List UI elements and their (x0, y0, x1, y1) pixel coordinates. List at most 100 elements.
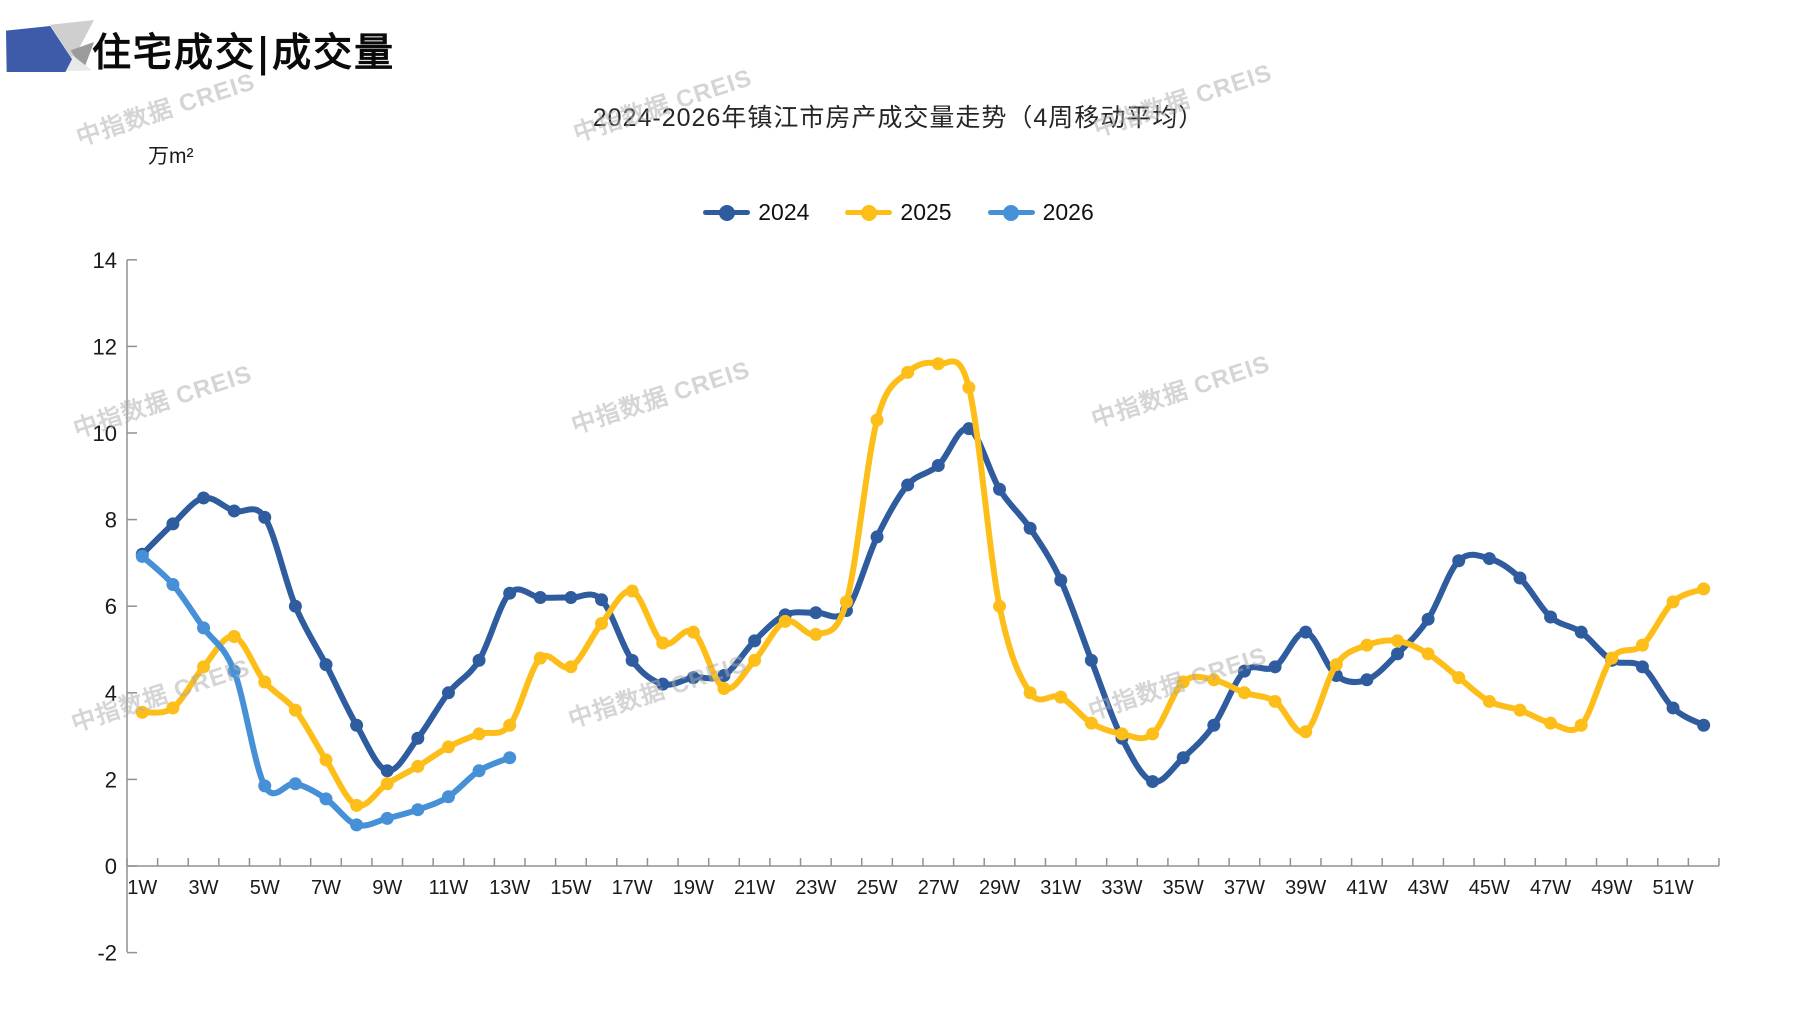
data-point-2025 (319, 753, 333, 767)
data-point-2024 (319, 658, 333, 672)
data-point-2025 (1452, 671, 1466, 685)
data-point-2026 (166, 578, 180, 592)
legend-swatch-icon (845, 204, 893, 221)
legend-label: 2026 (1042, 199, 1094, 225)
x-tick-label: 43W (1408, 877, 1449, 899)
x-tick-label: 21W (734, 877, 775, 899)
data-point-2024 (809, 606, 823, 620)
data-point-2024 (1513, 571, 1527, 585)
data-point-2025 (441, 740, 455, 754)
x-tick-label: 29W (979, 877, 1020, 899)
data-point-2026 (472, 764, 486, 778)
data-point-2024 (1299, 625, 1313, 639)
page-title: 住宅成交|成交量 (92, 30, 396, 76)
data-point-2025 (1176, 675, 1190, 689)
legend-marker-dot-icon (1003, 204, 1020, 221)
data-point-2025 (1084, 716, 1098, 730)
data-point-2025 (901, 365, 915, 379)
data-point-2024 (533, 591, 547, 605)
data-point-2026 (503, 751, 517, 765)
data-point-2026 (350, 818, 364, 832)
data-point-2024 (748, 634, 762, 648)
y-axis-unit-label: 万m² (148, 145, 194, 168)
data-point-2025 (1329, 658, 1343, 672)
data-point-2024 (197, 491, 211, 505)
data-point-2026 (441, 790, 455, 804)
legend-item-2026: 2026 (987, 199, 1094, 226)
legend-swatch-icon (987, 204, 1035, 221)
data-point-2025 (1391, 634, 1405, 648)
data-point-2024 (1176, 751, 1190, 765)
x-tick-label: 41W (1346, 877, 1387, 899)
x-tick-label: 45W (1469, 877, 1510, 899)
data-point-2024 (288, 599, 302, 613)
x-tick-label: 19W (673, 877, 714, 899)
axes (126, 259, 1720, 954)
x-tick-label: 11W (429, 877, 469, 899)
legend-label: 2024 (758, 199, 810, 225)
x-tick-label: 27W (918, 877, 959, 899)
legend-swatch-icon (703, 204, 751, 221)
data-point-2024 (258, 510, 272, 524)
x-tick-label: 35W (1163, 877, 1204, 899)
data-point-2024 (1666, 701, 1680, 715)
chart-legend: 2024 2025 2026 (0, 199, 1797, 226)
data-point-2025 (1146, 727, 1160, 741)
legend-item-2024: 2024 (703, 199, 809, 226)
data-point-2024 (1054, 573, 1068, 587)
y-tick-label: 14 (93, 248, 117, 273)
data-point-2025 (931, 357, 945, 371)
data-point-2024 (656, 677, 670, 691)
data-point-2025 (1635, 638, 1649, 652)
data-point-2024 (1237, 664, 1251, 678)
data-point-2025 (1482, 694, 1496, 708)
data-point-2024 (1482, 552, 1496, 566)
legend-marker-dot-icon (860, 204, 877, 221)
data-point-2024 (1146, 775, 1160, 789)
data-point-2025 (1023, 686, 1037, 700)
data-point-2024 (1544, 610, 1558, 624)
data-point-2024 (1391, 647, 1405, 661)
data-point-2024 (1452, 554, 1466, 568)
data-point-2024 (227, 504, 241, 518)
x-tick-label: 5W (250, 877, 280, 899)
legend-label: 2025 (900, 199, 952, 225)
legend-marker-dot-icon (718, 204, 735, 221)
data-point-2024 (1421, 612, 1435, 626)
data-point-2025 (503, 718, 517, 732)
data-point-2025 (595, 617, 609, 631)
y-tick-label: 6 (105, 594, 117, 619)
data-point-2024 (1023, 521, 1037, 535)
x-tick-label: 31W (1040, 877, 1081, 899)
data-point-2025 (166, 701, 180, 715)
series-2026 (135, 549, 517, 832)
data-point-2024 (350, 718, 364, 732)
data-point-2025 (564, 660, 578, 674)
x-tick-label: 9W (372, 877, 402, 899)
data-point-2024 (686, 671, 700, 685)
data-point-2025 (288, 703, 302, 717)
data-point-2024 (993, 482, 1007, 496)
data-point-2024 (931, 458, 945, 472)
data-point-2025 (135, 705, 149, 719)
data-point-2026 (411, 803, 425, 817)
data-point-2024 (625, 653, 639, 667)
data-point-2025 (686, 625, 700, 639)
x-tick-label: 49W (1591, 877, 1632, 899)
data-point-2025 (656, 636, 670, 650)
data-point-2025 (962, 381, 976, 395)
y-tick-label: 10 (93, 421, 117, 446)
data-point-2024 (595, 593, 609, 607)
data-point-2024 (1268, 660, 1282, 674)
data-point-2024 (1207, 718, 1221, 732)
data-point-2024 (166, 517, 180, 531)
x-tick-label: 17W (612, 877, 653, 899)
data-point-2025 (717, 681, 731, 695)
x-tick-label: 7W (311, 877, 341, 899)
x-tick-label: 13W (489, 877, 530, 899)
data-point-2025 (1544, 716, 1558, 730)
data-point-2026 (288, 777, 302, 791)
data-point-2025 (1360, 638, 1374, 652)
y-tick-label: -2 (97, 941, 117, 966)
data-point-2025 (411, 759, 425, 773)
